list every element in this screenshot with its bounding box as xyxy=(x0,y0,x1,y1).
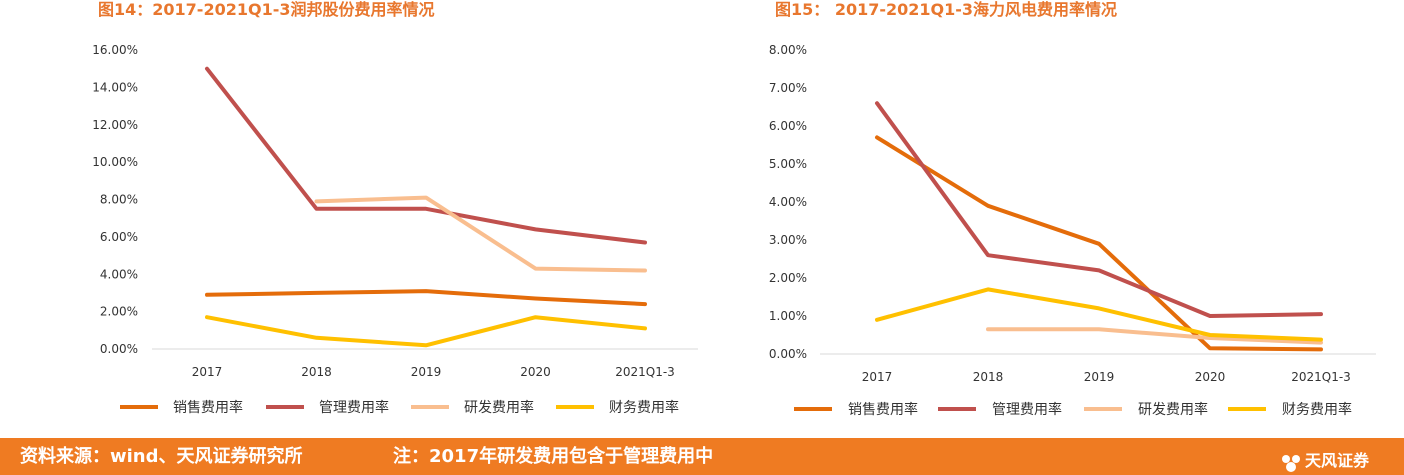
series-line-4 xyxy=(875,287,1323,342)
x-tick-label: 2021Q1-3 xyxy=(615,365,675,379)
y-tick-label: 8.00% xyxy=(100,193,138,207)
legend-label: 销售费用率 xyxy=(173,399,243,416)
y-tick-label: 8.00% xyxy=(769,43,807,57)
y-tick-label: 16.00% xyxy=(92,43,138,57)
y-tick-label: 12.00% xyxy=(92,118,138,132)
footer-bar: 资料来源：wind、天风证券研究所 注：2017年研发费用包含于管理费用中 天风… xyxy=(0,438,1404,475)
y-tick-label: 0.00% xyxy=(769,347,807,361)
y-tick-label: 1.00% xyxy=(769,309,807,323)
series-line-4 xyxy=(205,315,647,348)
x-tick-label: 2018 xyxy=(301,365,332,379)
series-line-2 xyxy=(875,101,1323,318)
brand-logo-icon xyxy=(1282,455,1300,472)
series-line-3 xyxy=(314,195,647,273)
y-tick-label: 4.00% xyxy=(100,267,138,281)
footer-brand: 天风证券 xyxy=(1305,451,1370,470)
expense-ratio-chart-1: 0.00% 2.00% 4.00% 6.00% 8.00% 10.00% 12.00% 14.… xyxy=(92,43,698,416)
x-tick-label: 2017 xyxy=(862,370,893,384)
legend-label: 销售费用率 xyxy=(848,401,918,418)
footer-note: 注：2017年研发费用包含于管理费用中 xyxy=(393,446,714,467)
series-line-1 xyxy=(875,135,1323,352)
series-line-1 xyxy=(205,289,647,307)
legend-label: 财务费用率 xyxy=(1282,401,1352,418)
y-tick-label: 7.00% xyxy=(769,81,807,95)
series-line-2 xyxy=(205,66,647,245)
y-tick-label: 14.00% xyxy=(92,80,138,94)
y-tick-label: 4.00% xyxy=(769,195,807,209)
y-tick-label: 6.00% xyxy=(100,230,138,244)
y-tick-label: 10.00% xyxy=(92,155,138,169)
x-tick-label: 2020 xyxy=(520,365,551,379)
legend-label: 研发费用率 xyxy=(464,399,534,416)
x-tick-label: 2017 xyxy=(192,365,223,379)
x-tick-label: 2019 xyxy=(411,365,442,379)
y-tick-label: 5.00% xyxy=(769,157,807,171)
legend-label: 研发费用率 xyxy=(1138,401,1208,418)
series-line-3 xyxy=(986,327,1323,345)
y-tick-label: 6.00% xyxy=(769,119,807,133)
x-tick-label: 2020 xyxy=(1195,370,1226,384)
chart-title-2: 图15： 2017-2021Q1-3海力风电费用率情况 xyxy=(775,0,1118,19)
y-tick-label: 2.00% xyxy=(100,305,138,319)
legend-label: 管理费用率 xyxy=(992,401,1062,418)
y-tick-label: 0.00% xyxy=(100,342,138,356)
y-tick-label: 3.00% xyxy=(769,233,807,247)
y-tick-label: 2.00% xyxy=(769,271,807,285)
legend-label: 管理费用率 xyxy=(319,399,389,416)
x-tick-label: 2018 xyxy=(973,370,1004,384)
x-tick-label: 2019 xyxy=(1084,370,1115,384)
x-tick-label: 2021Q1-3 xyxy=(1291,370,1351,384)
expense-ratio-chart-2: 0.00% 1.00% 2.00% 3.00% 4.00% 5.00% 6.00% 7.00%… xyxy=(769,43,1376,418)
footer-source: 资料来源：wind、天风证券研究所 xyxy=(20,446,303,467)
legend-label: 财务费用率 xyxy=(609,399,679,416)
chart-title-1: 图14：2017-2021Q1-3润邦股份费用率情况 xyxy=(98,0,435,19)
